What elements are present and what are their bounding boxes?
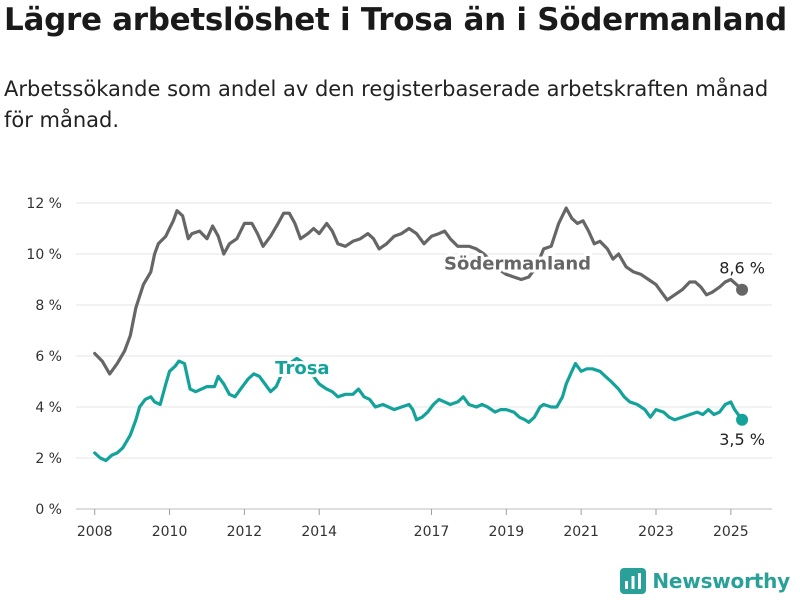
grid-lines [76,202,772,510]
södermanland-end-point [736,283,749,296]
x-tick-label: 2008 [77,524,113,540]
y-tick-label: 12 % [26,196,62,212]
x-tick-label: 2010 [152,524,188,540]
y-tick-label: 6 % [35,349,62,365]
chart-title: Lägre arbetslöshet i Trosa än i Söderman… [4,2,787,38]
x-tick-label: 2021 [563,524,599,540]
trosa-series-label: Trosa [275,358,329,379]
chart-subtitle: Arbetssökande som andel av den registerb… [4,77,769,132]
x-tick-label: 2025 [713,524,749,540]
series-lines [93,206,749,463]
x-tick-label: 2019 [489,524,525,540]
x-tick-label: 2023 [638,524,674,540]
trosa-end-point [736,413,749,426]
newsworthy-brand: Newsworthy [620,568,790,594]
y-tick-label: 0 % [35,502,62,518]
södermanland-line [93,206,744,376]
brand-name: Newsworthy [652,569,790,593]
y-tick-label: 10 % [26,247,62,263]
series-labels: 8,6 % 3,5 % Södermanland Trosa [272,250,765,449]
södermanland-series-label: Södermanland [444,253,591,274]
y-tick-label: 8 % [35,298,62,314]
axes: 0 % 2 % 4 % 6 % 8 % 10 % 12 % 2008 2010 2012 2014 2… [26,196,748,540]
x-tick-label: 2012 [227,524,263,540]
y-tick-label: 4 % [35,400,62,416]
södermanland-end-label: 8,6 % [719,259,765,278]
x-tick-label: 2017 [414,524,450,540]
y-tick-label: 2 % [35,451,62,467]
trosa-end-label: 3,5 % [719,430,765,449]
x-tick-label: 2014 [301,524,337,540]
bar-chart-logo-icon [620,568,647,594]
trosa-line [93,356,744,463]
